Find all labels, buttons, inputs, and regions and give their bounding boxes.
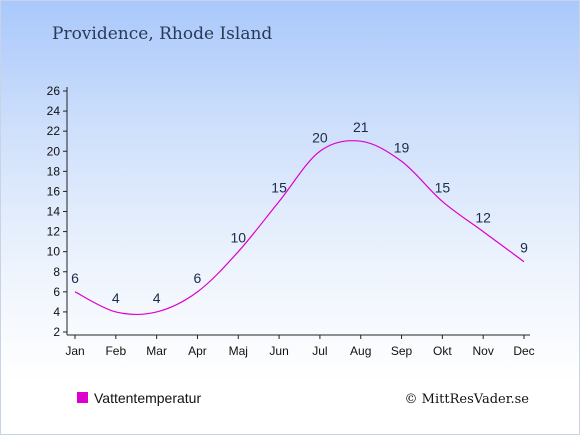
- y-tick-label: 20: [47, 144, 61, 158]
- data-label: 4: [112, 290, 120, 306]
- x-tick-label: Jan: [65, 344, 84, 358]
- y-tick-label: 4: [53, 305, 60, 319]
- x-tick-label: Mar: [146, 344, 167, 358]
- x-tick-label: Jul: [312, 344, 327, 358]
- data-labels: 6 4 4 6 10 15 20 21 19 15 12 9: [71, 119, 528, 306]
- data-label: 12: [475, 210, 491, 226]
- data-label: 6: [71, 270, 79, 286]
- legend-label: Vattentemperatur: [94, 390, 201, 406]
- x-tick-label: Dec: [513, 344, 534, 358]
- y-tick-label: 6: [53, 285, 60, 299]
- y-tick-label: 10: [47, 245, 61, 259]
- y-tick-label: 16: [47, 184, 61, 198]
- x-tick-label: Jun: [269, 344, 288, 358]
- data-label: 9: [520, 240, 528, 256]
- y-tick-label: 22: [47, 124, 61, 138]
- x-tick-label: Sep: [391, 344, 413, 358]
- y-tick-label: 8: [53, 265, 60, 279]
- x-tick-label: Okt: [433, 344, 452, 358]
- x-tick-label: Aug: [350, 344, 371, 358]
- data-label: 19: [394, 139, 410, 155]
- x-tick-label: Feb: [105, 344, 126, 358]
- x-tick-label: Maj: [229, 344, 248, 358]
- y-tick-label: 2: [53, 325, 60, 339]
- y-tick-label: 18: [47, 164, 61, 178]
- data-label: 15: [271, 179, 287, 195]
- y-tick-label: 26: [47, 84, 61, 98]
- data-label: 10: [230, 230, 246, 246]
- data-label: 4: [153, 290, 161, 306]
- series-line: [74, 140, 525, 316]
- x-tick-label: Nov: [473, 344, 494, 358]
- y-tick-label: 12: [47, 225, 61, 239]
- data-label: 6: [194, 270, 202, 286]
- y-tick-label: 24: [47, 104, 61, 118]
- data-label: 15: [435, 179, 451, 195]
- data-label: 20: [312, 129, 328, 145]
- data-label: 21: [353, 119, 369, 135]
- y-tick-label: 14: [47, 205, 61, 219]
- credit-text: © MittResVader.se: [405, 392, 530, 407]
- legend: Vattentemperatur: [77, 390, 201, 406]
- legend-swatch: [77, 392, 88, 403]
- x-tick-label: Apr: [188, 344, 207, 358]
- chart-title: Providence, Rhode Island: [52, 24, 272, 44]
